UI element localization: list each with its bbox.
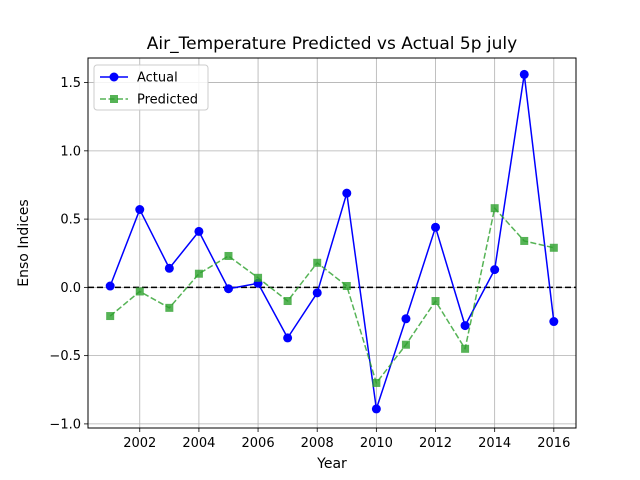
legend: Actual Predicted — [93, 64, 209, 111]
x-tick-label: 2010 — [360, 436, 393, 451]
data-point-predicted — [401, 340, 410, 349]
data-point-actual — [312, 288, 322, 298]
x-tick-label: 2006 — [242, 436, 275, 451]
x-tick-label: 2012 — [419, 436, 452, 451]
x-tick-label: 2016 — [537, 436, 570, 451]
x-axis-label: Year — [316, 456, 347, 472]
plot-frame — [87, 57, 577, 429]
y-tick-label: −0.5 — [49, 349, 81, 364]
data-point-predicted — [224, 251, 233, 260]
data-point-predicted — [283, 297, 292, 306]
x-tick-label: 2002 — [123, 436, 156, 451]
data-point-actual — [401, 314, 411, 324]
data-point-predicted — [135, 287, 144, 296]
data-point-actual — [519, 69, 529, 79]
y-tick-label: 0.0 — [60, 281, 81, 296]
data-point-actual — [283, 333, 293, 343]
legend-marker-predicted — [110, 95, 118, 103]
y-tick-label: 1.5 — [60, 76, 81, 91]
y-axis-label: Enso Indices — [16, 199, 32, 286]
data-point-actual — [342, 188, 352, 198]
ticks: 2002 2004 2006 2008 2010 2012 2014 2016 −1.0 −0.5… — [49, 76, 570, 451]
series-layer — [105, 69, 559, 414]
data-point-predicted — [490, 204, 499, 213]
data-point-predicted — [549, 243, 558, 252]
y-tick-label: 1.0 — [60, 144, 81, 159]
x-tick-label: 2004 — [182, 436, 215, 451]
data-point-predicted — [520, 236, 529, 245]
data-point-predicted — [106, 312, 115, 321]
data-point-actual — [105, 281, 115, 291]
data-point-actual — [431, 222, 441, 232]
series-predicted — [106, 204, 558, 387]
data-point-predicted — [165, 303, 174, 312]
data-point-predicted — [313, 258, 322, 267]
data-point-actual — [223, 284, 233, 294]
data-point-predicted — [194, 269, 203, 278]
data-point-actual — [164, 263, 174, 273]
data-point-actual — [371, 404, 381, 414]
data-point-predicted — [342, 282, 351, 291]
x-tick-label: 2014 — [478, 436, 511, 451]
legend-label-actual: Actual — [137, 71, 178, 86]
data-point-predicted — [461, 344, 470, 353]
x-tick-label: 2008 — [301, 436, 334, 451]
data-point-predicted — [431, 297, 440, 306]
data-point-actual — [194, 226, 204, 236]
data-point-actual — [549, 317, 559, 327]
series-line-actual — [109, 73, 555, 410]
data-point-actual — [490, 265, 500, 275]
legend-marker-actual — [109, 72, 119, 82]
chart-title: Air_Temperature Predicted vs Actual 5p j… — [147, 34, 517, 54]
data-point-predicted — [372, 378, 381, 387]
data-point-actual — [460, 321, 470, 331]
legend-label-predicted: Predicted — [137, 93, 198, 108]
series-line-predicted — [109, 207, 554, 384]
y-tick-label: −1.0 — [49, 417, 81, 432]
data-point-actual — [135, 205, 145, 215]
data-point-predicted — [254, 273, 263, 282]
y-tick-label: 0.5 — [60, 213, 81, 228]
series-actual — [105, 69, 559, 414]
